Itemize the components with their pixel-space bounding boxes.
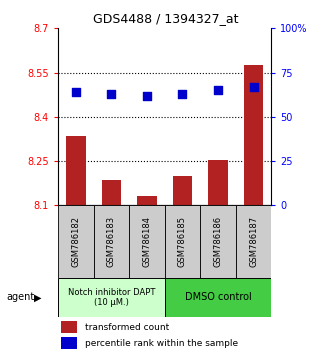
Text: GSM786182: GSM786182 [71,216,80,267]
Bar [236,205,271,278]
Text: agent: agent [7,292,35,302]
Text: Notch inhibitor DAPT
(10 μM.): Notch inhibitor DAPT (10 μM.) [68,288,155,307]
Text: GSM786185: GSM786185 [178,216,187,267]
Text: GSM786187: GSM786187 [249,216,258,267]
Text: GDS4488 / 1394327_at: GDS4488 / 1394327_at [93,12,238,25]
Text: percentile rank within the sample: percentile rank within the sample [85,339,238,348]
Bar [200,205,236,278]
Text: GSM786186: GSM786186 [213,216,222,267]
Point [180,91,185,97]
Point [73,89,78,95]
Point [251,84,256,90]
Text: GSM786184: GSM786184 [142,216,151,267]
Bar [173,176,192,205]
Bar [129,205,165,278]
Bar [102,180,121,205]
Text: GSM786183: GSM786183 [107,216,116,267]
Text: ▶: ▶ [34,292,42,302]
Bar [137,196,157,205]
Bar [208,160,228,205]
Text: transformed count: transformed count [85,322,169,331]
Bar [66,136,85,205]
Point [109,91,114,97]
Bar [61,321,76,333]
Bar [244,65,263,205]
Bar [165,205,200,278]
Text: DMSO control: DMSO control [185,292,252,302]
Bar [58,205,93,278]
Point [144,93,150,98]
Point [215,87,221,93]
Bar [58,278,165,317]
Bar [61,337,76,349]
Bar [93,205,129,278]
Bar [165,278,271,317]
